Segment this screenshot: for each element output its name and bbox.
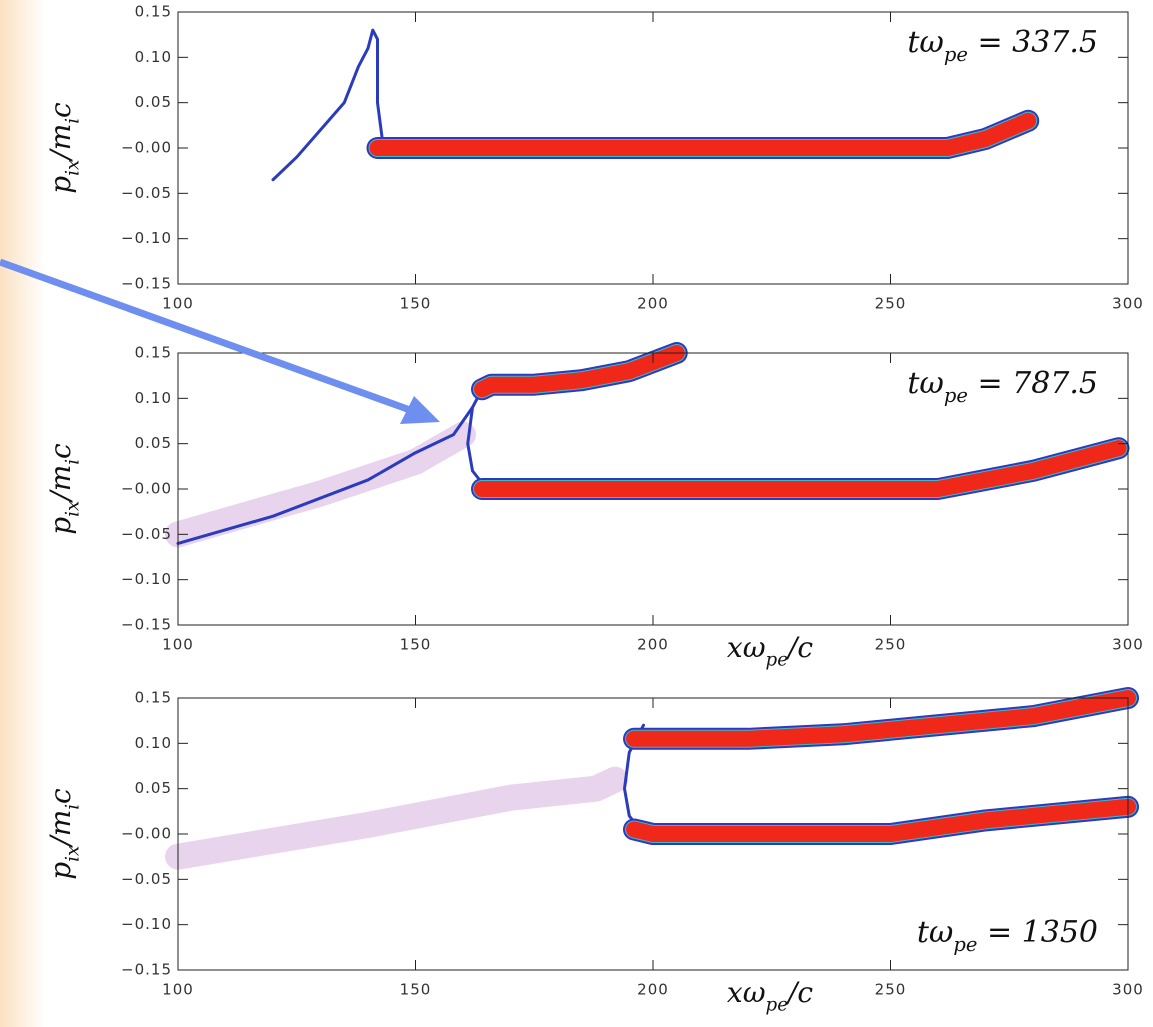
subscript: pe: [953, 933, 977, 956]
x-tick-label: 250: [875, 981, 907, 999]
y-tick-label: −0.05: [121, 525, 172, 543]
math-label: pix/mic: [44, 443, 83, 535]
plots: 0.15 0.10 0.05 −0.00 −0.05 −0.10 −0.15 100 150 20…: [44, 3, 1144, 1016]
label-part: tω: [917, 915, 954, 950]
math-label: tωpe = 337.5: [907, 25, 1098, 66]
band: [626, 690, 1136, 747]
y-tick-label: −0.15: [121, 275, 172, 293]
subscript: pe: [944, 43, 968, 66]
subscript: i: [62, 804, 83, 810]
arrow-shaft: [0, 258, 412, 414]
label-part: c: [44, 102, 77, 118]
subscript: i: [62, 118, 83, 124]
pointer-arrow: [0, 258, 440, 424]
band: [474, 440, 1127, 497]
y-tick-label: 0.15: [135, 3, 172, 21]
math-label: xωpe/c: [727, 631, 813, 670]
label-part: /m: [44, 465, 77, 504]
y-tick-label: −0.15: [121, 961, 172, 979]
label-part: /c: [785, 631, 813, 664]
y-tick-label: −0.00: [121, 139, 172, 157]
y-tick-label: 0.15: [135, 689, 172, 707]
subscript: ix: [62, 846, 83, 862]
x-tick-label: 150: [400, 636, 432, 654]
label-part: c: [44, 443, 77, 459]
subscript: ix: [62, 160, 83, 176]
y-tick-label: 0.05: [135, 434, 172, 452]
y-tick-label: 0.10: [135, 48, 172, 66]
subscript: pe: [944, 384, 968, 407]
y-tick-label: −0.10: [121, 229, 172, 247]
trace: [271, 28, 384, 182]
math-label: tωpe = 1350: [917, 915, 1098, 956]
band: [369, 112, 1037, 156]
x-tick-label: 200: [637, 636, 669, 654]
y-tick-label: 0.05: [135, 779, 172, 797]
label-part: p: [44, 517, 77, 535]
x-tick-label: 300: [1112, 295, 1144, 313]
subscript: pe: [766, 994, 788, 1015]
arrow-head: [400, 396, 440, 424]
x-tick-label: 100: [162, 981, 194, 999]
band: [474, 345, 685, 398]
x-tick-label: 200: [637, 295, 669, 313]
subscript: pe: [766, 649, 788, 670]
x-tick-label: 150: [400, 981, 432, 999]
label-part: xω: [727, 976, 766, 1009]
y-tick-label: −0.10: [121, 915, 172, 933]
label-part: p: [44, 862, 77, 880]
x-tick-label: 200: [637, 981, 669, 999]
subscript: i: [62, 459, 83, 465]
y-tick-label: −0.10: [121, 570, 172, 588]
math-label: tωpe = 787.5: [907, 366, 1098, 407]
math-label: pix/mic: [44, 788, 83, 880]
y-tick-label: 0.10: [135, 734, 172, 752]
haze: [165, 421, 476, 548]
x-tick-label: 100: [162, 636, 194, 654]
label-part: tω: [907, 25, 944, 60]
math-label: pix/mic: [44, 102, 83, 194]
subscript: ix: [62, 501, 83, 517]
label-part: tω: [907, 366, 944, 401]
y-tick-label: 0.15: [135, 344, 172, 362]
label-part: /m: [44, 124, 77, 163]
x-tick-label: 250: [875, 636, 907, 654]
label-part: = 337.5: [968, 25, 1098, 60]
panel: 0.15 0.10 0.05 −0.00 −0.05 −0.10 −0.15 100 150 20…: [44, 687, 1144, 1015]
y-tick-label: 0.10: [135, 389, 172, 407]
math-label: xωpe/c: [727, 976, 813, 1015]
label-part: /c: [785, 976, 813, 1009]
label-part: = 1350: [977, 915, 1098, 950]
label-part: p: [44, 176, 77, 194]
label-part: = 787.5: [968, 366, 1098, 401]
y-tick-label: 0.05: [135, 93, 172, 111]
y-tick-label: −0.05: [121, 870, 172, 888]
x-tick-label: 250: [875, 295, 907, 313]
y-tick-label: −0.00: [121, 825, 172, 843]
haze: [165, 766, 628, 870]
panel: 0.15 0.10 0.05 −0.00 −0.05 −0.10 −0.15 100 150 20…: [44, 342, 1144, 670]
x-tick-label: 300: [1112, 981, 1144, 999]
trace: [176, 405, 474, 545]
y-tick-label: −0.00: [121, 480, 172, 498]
x-tick-label: 100: [162, 295, 194, 313]
panel: 0.15 0.10 0.05 −0.00 −0.05 −0.10 −0.15 100 150 20…: [44, 3, 1144, 313]
label-part: xω: [727, 631, 766, 664]
label-part: /m: [44, 810, 77, 849]
band: [626, 798, 1136, 842]
side-strip: [0, 0, 45, 1027]
x-tick-label: 150: [400, 295, 432, 313]
label-part: c: [44, 788, 77, 804]
y-tick-label: −0.05: [121, 184, 172, 202]
y-tick-label: −0.15: [121, 616, 172, 634]
x-tick-label: 300: [1112, 636, 1144, 654]
